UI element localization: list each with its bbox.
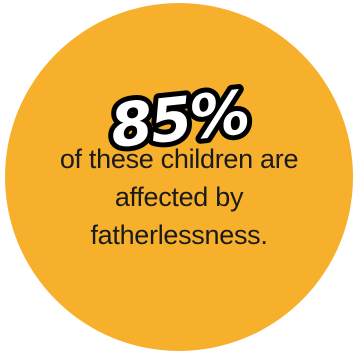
caption-line-1: of these children are — [59, 144, 299, 174]
caption-line-3: fatherlessness. — [90, 220, 268, 250]
stat-caption: of these children are affected by father… — [20, 140, 338, 254]
caption-line-2: affected by — [114, 182, 244, 212]
yellow-circle — [5, 3, 353, 351]
stat-graphic: 85% — [102, 73, 256, 167]
